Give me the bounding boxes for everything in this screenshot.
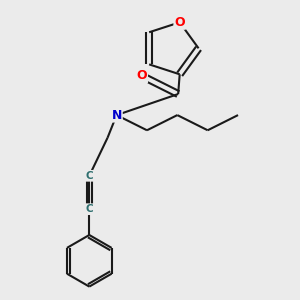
Text: N: N: [111, 109, 122, 122]
Text: O: O: [174, 16, 185, 29]
Text: O: O: [136, 69, 147, 82]
Text: C: C: [85, 204, 93, 214]
Text: C: C: [85, 171, 93, 181]
